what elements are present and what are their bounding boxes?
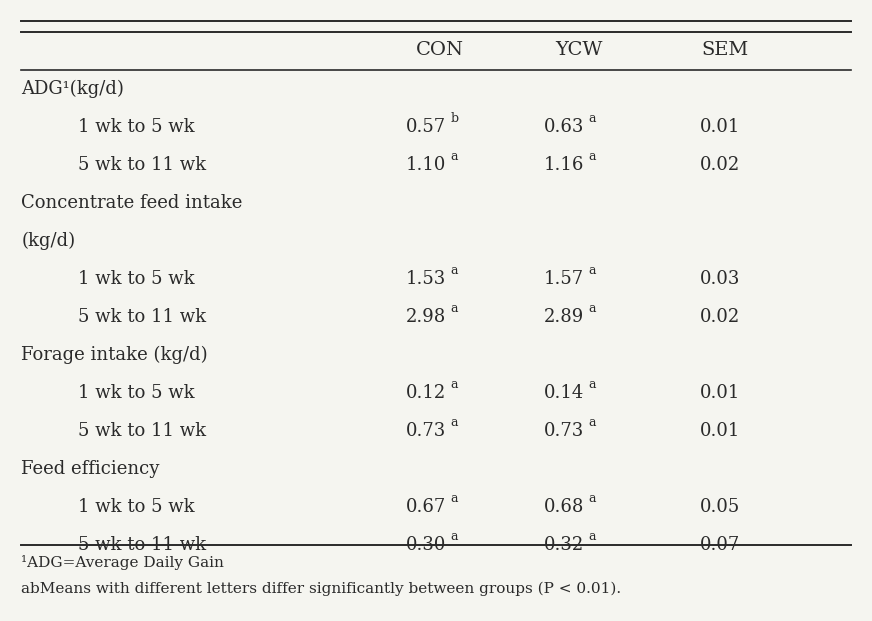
- Text: b: b: [451, 112, 459, 125]
- Text: 0.02: 0.02: [699, 307, 739, 325]
- Text: 1.53: 1.53: [405, 270, 446, 288]
- Text: 0.68: 0.68: [544, 497, 584, 515]
- Text: 0.32: 0.32: [544, 535, 584, 553]
- Text: a: a: [589, 416, 596, 429]
- Text: a: a: [589, 150, 596, 163]
- Text: Concentrate feed intake: Concentrate feed intake: [22, 194, 242, 212]
- Text: 5 wk to 11 wk: 5 wk to 11 wk: [78, 156, 206, 174]
- Text: ¹ADG=Average Daily Gain: ¹ADG=Average Daily Gain: [22, 555, 224, 571]
- Text: 1 wk to 5 wk: 1 wk to 5 wk: [78, 497, 194, 515]
- Text: CON: CON: [416, 41, 464, 59]
- Text: 0.01: 0.01: [699, 422, 739, 440]
- Text: 0.05: 0.05: [699, 497, 739, 515]
- Text: 1 wk to 5 wk: 1 wk to 5 wk: [78, 118, 194, 136]
- Text: a: a: [451, 378, 458, 391]
- Text: 2.98: 2.98: [405, 307, 446, 325]
- Text: a: a: [589, 378, 596, 391]
- Text: 0.30: 0.30: [405, 535, 446, 553]
- Text: a: a: [451, 416, 458, 429]
- Text: a: a: [451, 264, 458, 277]
- Text: ADG¹(kg/d): ADG¹(kg/d): [22, 79, 125, 98]
- Text: 0.01: 0.01: [699, 118, 739, 136]
- Text: 5 wk to 11 wk: 5 wk to 11 wk: [78, 535, 206, 553]
- Text: SEM: SEM: [702, 41, 749, 59]
- Text: a: a: [451, 150, 458, 163]
- Text: a: a: [451, 492, 458, 505]
- Text: 0.73: 0.73: [544, 422, 584, 440]
- Text: a: a: [589, 302, 596, 315]
- Text: abMeans with different letters differ significantly between groups (P < 0.01).: abMeans with different letters differ si…: [22, 582, 622, 596]
- Text: Feed efficiency: Feed efficiency: [22, 460, 160, 478]
- Text: 1 wk to 5 wk: 1 wk to 5 wk: [78, 270, 194, 288]
- Text: 0.07: 0.07: [699, 535, 739, 553]
- Text: 2.89: 2.89: [544, 307, 584, 325]
- Text: 1.10: 1.10: [405, 156, 446, 174]
- Text: a: a: [451, 302, 458, 315]
- Text: (kg/d): (kg/d): [22, 232, 76, 250]
- Text: a: a: [589, 112, 596, 125]
- Text: 0.57: 0.57: [405, 118, 446, 136]
- Text: 5 wk to 11 wk: 5 wk to 11 wk: [78, 307, 206, 325]
- Text: Forage intake (kg/d): Forage intake (kg/d): [22, 345, 208, 364]
- Text: a: a: [589, 492, 596, 505]
- Text: a: a: [589, 264, 596, 277]
- Text: YCW: YCW: [555, 41, 603, 59]
- Text: 0.12: 0.12: [405, 384, 446, 402]
- Text: 0.14: 0.14: [544, 384, 584, 402]
- Text: 0.67: 0.67: [405, 497, 446, 515]
- Text: 0.02: 0.02: [699, 156, 739, 174]
- Text: 1.16: 1.16: [544, 156, 584, 174]
- Text: 0.63: 0.63: [544, 118, 584, 136]
- Text: 0.03: 0.03: [699, 270, 739, 288]
- Text: 0.73: 0.73: [405, 422, 446, 440]
- Text: a: a: [589, 530, 596, 543]
- Text: a: a: [451, 530, 458, 543]
- Text: 5 wk to 11 wk: 5 wk to 11 wk: [78, 422, 206, 440]
- Text: 0.01: 0.01: [699, 384, 739, 402]
- Text: 1.57: 1.57: [544, 270, 584, 288]
- Text: 1 wk to 5 wk: 1 wk to 5 wk: [78, 384, 194, 402]
